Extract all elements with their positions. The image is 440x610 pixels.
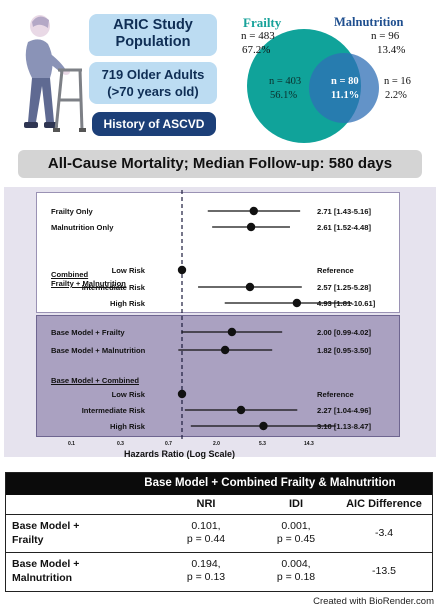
- col-nri: NRI: [196, 498, 216, 510]
- x-tick-label: 0.3: [117, 441, 124, 447]
- elderly-walker-icon: [24, 15, 86, 132]
- history-box: History of ASCVD: [92, 112, 216, 136]
- population-box: 719 Older Adults (>70 years old): [89, 62, 217, 104]
- x-tick-label: 2.0: [213, 441, 220, 447]
- hr-point: [245, 282, 255, 292]
- forest-value: 2.27 [1.04-4.96]: [317, 406, 372, 415]
- forest-plot: [177, 190, 353, 440]
- nri-value: 0.101,: [191, 520, 221, 532]
- venn-frailty-n: n = 483: [241, 30, 275, 42]
- nri-p: p = 0.44: [186, 533, 226, 545]
- venn-overlap-pct: 11.1%: [331, 90, 360, 101]
- x-axis-label: Hazards Ratio (Log Scale): [124, 449, 236, 459]
- table-title: Base Model + Combined Frailty & Malnutri…: [144, 477, 396, 489]
- forest-label: Malnutrition Only: [51, 223, 114, 232]
- x-tick-label: 14.3: [304, 441, 314, 447]
- table-row-label-line1: Base Model +: [12, 520, 80, 532]
- table-row-label-line2: Frailty: [12, 534, 44, 546]
- aic-value: -13.5: [372, 565, 396, 577]
- hr-point: [249, 206, 258, 216]
- forest-value: 4.93 [1.81-10.61]: [317, 299, 376, 308]
- col-aic: AIC Difference: [346, 498, 422, 510]
- venn-malnutrition-only-pct: 2.2%: [385, 90, 407, 101]
- forest-label: Intermediate Risk: [81, 406, 145, 415]
- venn-frailty-only-pct: 56.1%: [270, 90, 298, 101]
- forest-value: 2.71 [1.43-5.16]: [317, 207, 372, 216]
- col-idi: IDI: [288, 498, 304, 510]
- forest-label: High Risk: [109, 299, 145, 308]
- idi-value: 0.001,: [281, 520, 311, 532]
- forest-label: Base Model + Malnutrition: [51, 346, 146, 355]
- venn-frailty-only-n: n = 403: [269, 76, 302, 87]
- forest-bottom-section: [36, 315, 400, 437]
- malnutrition-circle: [309, 53, 379, 123]
- idi-p: p = 0.18: [276, 571, 316, 583]
- mortality-banner-text: All-Cause Mortality; Median Follow-up: 5…: [47, 155, 393, 172]
- study-title: ARIC Study Population: [113, 17, 193, 50]
- x-tick-label: 0.1: [68, 441, 75, 447]
- forest-value: 2.57 [1.25-5.28]: [317, 283, 372, 292]
- hr-point: [177, 389, 187, 399]
- forest-label: Base Model + Frailty: [51, 328, 125, 337]
- reclassification-table: Base Model + Combined Frailty & Malnutri…: [5, 472, 433, 592]
- table-row-label-line1: Base Model +: [12, 558, 80, 570]
- forest-label: Frailty Only: [51, 207, 93, 216]
- aic-value: -3.4: [374, 527, 394, 539]
- study-population-box: ARIC Study Population: [89, 14, 217, 56]
- hr-point: [177, 265, 187, 275]
- forest-value: 2.00 [0.99-4.02]: [317, 328, 372, 337]
- hr-point: [259, 421, 268, 431]
- forest-value: 2.61 [1.52-4.48]: [317, 223, 372, 232]
- footer-credit: Created with BioRender.com: [313, 596, 434, 607]
- venn-frailty-pct: 67.2%: [242, 44, 271, 56]
- venn-overlap-n: n = 80: [331, 76, 359, 87]
- hr-point: [246, 222, 256, 232]
- hr-point: [220, 345, 230, 355]
- venn-malnutrition-only-n: n = 16: [384, 76, 411, 87]
- combined-heading-line1: Combined: [51, 270, 89, 279]
- venn-diagram: [247, 29, 379, 143]
- forest-value: 1.82 [0.95-3.50]: [317, 346, 372, 355]
- x-tick-label: 0.7: [165, 441, 172, 447]
- venn-malnutrition-pct: 13.4%: [377, 44, 406, 56]
- base-combined-heading: Base Model + Combined: [51, 376, 139, 385]
- venn-malnutrition-n: n = 96: [371, 30, 400, 42]
- forest-value: Reference: [317, 390, 354, 399]
- table-header: Base Model + Combined Frailty & Malnutri…: [6, 473, 432, 495]
- nri-value: 0.194,: [191, 558, 221, 570]
- forest-label: High Risk: [109, 422, 145, 431]
- forest-label: Low Risk: [111, 266, 145, 275]
- forest-label: Intermediate Risk: [81, 283, 145, 292]
- venn-frailty-label: Frailty: [243, 15, 282, 30]
- mortality-banner: All-Cause Mortality; Median Follow-up: 5…: [18, 150, 422, 178]
- x-tick-label: 5.3: [259, 441, 266, 447]
- idi-value: 0.004,: [281, 558, 311, 570]
- forest-value: Reference: [317, 266, 354, 275]
- forest-label: Low Risk: [111, 390, 145, 399]
- nri-p: p = 0.13: [186, 571, 226, 583]
- forest-top-section: [36, 192, 400, 313]
- history-label: History of ASCVD: [103, 117, 205, 131]
- venn-malnutrition-label: Malnutrition: [334, 15, 404, 29]
- hr-point: [227, 327, 237, 337]
- population-line1: 719 Older Adults: [101, 67, 205, 82]
- table-divider: [6, 514, 432, 515]
- hr-point: [292, 298, 302, 308]
- idi-p: p = 0.45: [276, 533, 316, 545]
- table-divider: [6, 552, 432, 553]
- combined-heading-line2: Frailty + Malnutrition: [51, 279, 126, 288]
- table-row-label-line2: Malnutrition: [12, 572, 73, 584]
- population-line2: (>70 years old): [107, 84, 199, 99]
- hr-point: [236, 405, 246, 415]
- forest-value: 3.10 [1.13-8.47]: [317, 422, 372, 431]
